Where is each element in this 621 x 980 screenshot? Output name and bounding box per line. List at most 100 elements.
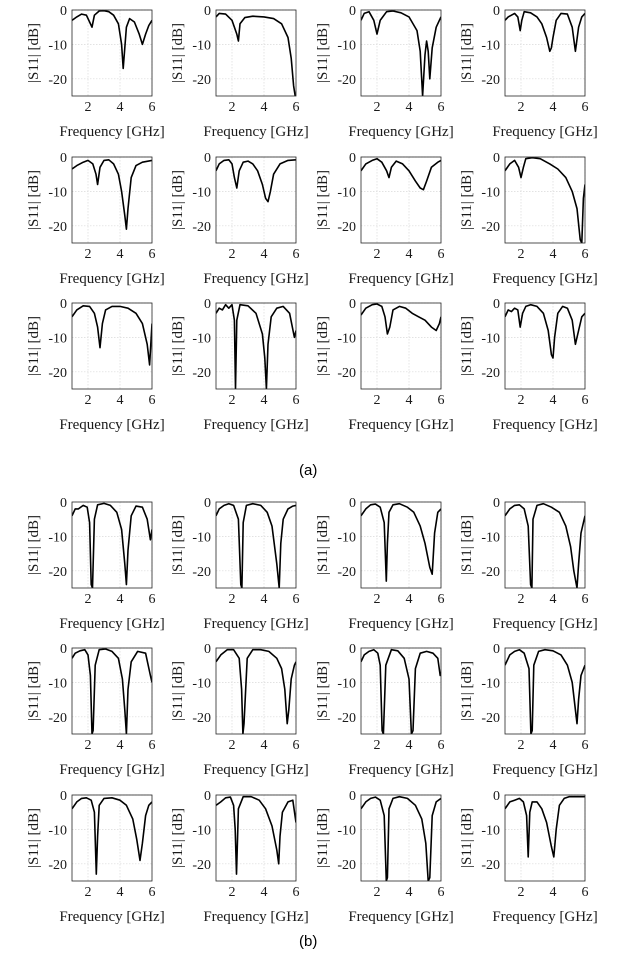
x-axis-label: Frequency [GHz] <box>203 616 308 632</box>
x-tick-label: 6 <box>149 393 156 408</box>
plot-frame <box>360 794 442 882</box>
y-tick-label: 0 <box>493 297 500 312</box>
x-tick-label: 4 <box>261 738 268 753</box>
y-tick-label: 0 <box>204 496 211 511</box>
s11-curve <box>72 10 152 70</box>
s11-curve <box>361 10 441 96</box>
y-axis-label: |S11| [dB] <box>170 808 186 868</box>
subplot-a-4: 2 4 6 0 -10 -20 Frequency [GHz] |S11| [dB] <box>459 4 598 140</box>
y-tick-label: -20 <box>337 711 356 726</box>
y-tick-label: 0 <box>204 789 211 804</box>
y-axis-label: |S11| [dB] <box>26 170 42 230</box>
y-tick-label: -20 <box>192 565 211 580</box>
x-tick-label: 4 <box>406 393 413 408</box>
plot-frame <box>215 501 297 589</box>
plot-frame <box>360 302 442 390</box>
y-tick-label: -10 <box>192 823 211 838</box>
x-tick-label: 6 <box>582 738 589 753</box>
y-tick-label: 0 <box>493 151 500 166</box>
x-tick-label: 4 <box>550 738 557 753</box>
y-tick-label: -10 <box>192 185 211 200</box>
plot-frame <box>504 9 586 97</box>
s11-curve <box>361 502 441 582</box>
y-axis-label: |S11| [dB] <box>459 316 475 376</box>
plot-frame <box>504 302 586 390</box>
x-axis-label: Frequency [GHz] <box>59 762 164 778</box>
x-axis-label: Frequency [GHz] <box>492 909 597 925</box>
plot-frame <box>71 302 153 390</box>
y-tick-label: 0 <box>204 4 211 19</box>
x-tick-label: 6 <box>149 738 156 753</box>
s11-curve <box>216 159 296 203</box>
x-tick-label: 6 <box>582 100 589 115</box>
x-axis-label: Frequency [GHz] <box>348 616 453 632</box>
y-axis-label: |S11| [dB] <box>170 170 186 230</box>
plot-frame <box>360 501 442 589</box>
s11-curve <box>216 12 296 96</box>
y-axis-label: |S11| [dB] <box>459 515 475 575</box>
s11-curve <box>361 303 441 335</box>
x-tick-label: 2 <box>229 738 236 753</box>
x-axis-label: Frequency [GHz] <box>348 762 453 778</box>
subplot-a-10: 2 4 6 0 -10 -20 Frequency [GHz] |S11| [dB] <box>170 297 309 433</box>
y-tick-label: 0 <box>349 4 356 19</box>
y-tick-label: -10 <box>337 530 356 545</box>
y-tick-label: -20 <box>48 366 67 381</box>
x-tick-label: 2 <box>229 885 236 900</box>
y-tick-label: -20 <box>337 73 356 88</box>
x-tick-label: 6 <box>293 738 300 753</box>
subplot-a-9: 2 4 6 0 -10 -20 Frequency [GHz] |S11| [dB] <box>26 297 165 433</box>
y-tick-label: -20 <box>192 220 211 235</box>
x-tick-label: 4 <box>117 592 124 607</box>
y-axis-label: |S11| [dB] <box>170 23 186 83</box>
x-axis-label: Frequency [GHz] <box>59 124 164 140</box>
y-tick-label: 0 <box>493 496 500 511</box>
y-axis-label: |S11| [dB] <box>170 316 186 376</box>
plot-frame <box>215 647 297 735</box>
subplot-b-7: 2 4 6 0 -10 -20 Frequency [GHz] |S11| [dB] <box>315 642 454 778</box>
x-tick-label: 4 <box>550 247 557 262</box>
x-tick-label: 4 <box>261 247 268 262</box>
y-axis-label: |S11| [dB] <box>459 170 475 230</box>
x-tick-label: 2 <box>518 738 525 753</box>
x-tick-label: 2 <box>374 592 381 607</box>
y-tick-label: -10 <box>481 331 500 346</box>
subplot-b-3: 2 4 6 0 -10 -20 Frequency [GHz] |S11| [dB] <box>315 496 454 632</box>
subplot-b-4: 2 4 6 0 -10 -20 Frequency [GHz] |S11| [dB] <box>459 496 598 632</box>
x-axis-label: Frequency [GHz] <box>59 909 164 925</box>
x-tick-label: 4 <box>406 885 413 900</box>
caption-b: (b) <box>299 933 318 950</box>
x-axis-label: Frequency [GHz] <box>492 124 597 140</box>
y-axis-label: |S11| [dB] <box>170 515 186 575</box>
y-axis-label: |S11| [dB] <box>26 23 42 83</box>
subplot-b-8: 2 4 6 0 -10 -20 Frequency [GHz] |S11| [dB] <box>459 642 598 778</box>
y-tick-label: -20 <box>337 220 356 235</box>
x-tick-label: 2 <box>374 100 381 115</box>
subplot-b-5: 2 4 6 0 -10 -20 Frequency [GHz] |S11| [dB] <box>26 642 165 778</box>
y-axis-label: |S11| [dB] <box>26 808 42 868</box>
x-axis-label: Frequency [GHz] <box>203 762 308 778</box>
x-tick-label: 4 <box>550 885 557 900</box>
y-tick-label: 0 <box>349 151 356 166</box>
plot-frame <box>215 9 297 97</box>
subplot-a-5: 2 4 6 0 -10 -20 Frequency [GHz] |S11| [dB] <box>26 151 165 287</box>
plot-frame <box>360 156 442 244</box>
x-tick-label: 6 <box>582 393 589 408</box>
y-tick-label: -20 <box>48 565 67 580</box>
y-tick-label: -20 <box>481 220 500 235</box>
y-tick-label: -10 <box>192 38 211 53</box>
x-tick-label: 2 <box>85 885 92 900</box>
x-tick-label: 2 <box>85 592 92 607</box>
y-tick-label: 0 <box>204 642 211 657</box>
y-axis-label: |S11| [dB] <box>315 170 331 230</box>
x-tick-label: 2 <box>374 393 381 408</box>
x-tick-label: 6 <box>438 393 445 408</box>
x-axis-label: Frequency [GHz] <box>203 417 308 433</box>
s11-curve <box>72 648 152 734</box>
y-tick-label: -10 <box>337 823 356 838</box>
y-tick-label: -20 <box>481 565 500 580</box>
subplot-b-6: 2 4 6 0 -10 -20 Frequency [GHz] |S11| [dB] <box>170 642 309 778</box>
y-tick-label: -10 <box>48 823 67 838</box>
x-tick-label: 4 <box>550 592 557 607</box>
